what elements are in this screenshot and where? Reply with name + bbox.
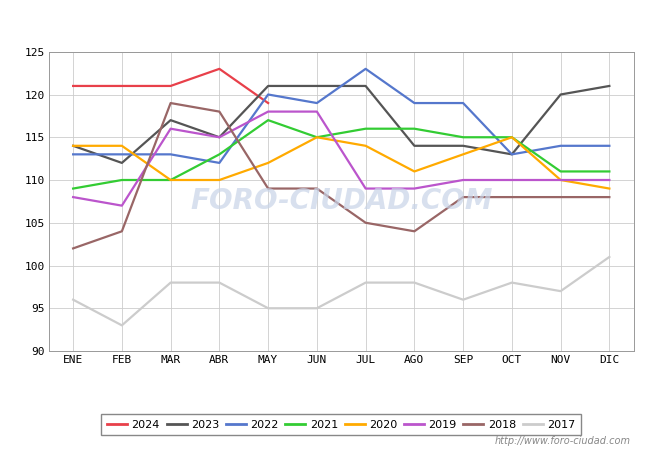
Text: http://www.foro-ciudad.com: http://www.foro-ciudad.com [495, 436, 630, 446]
Text: FORO-CIUDAD.COM: FORO-CIUDAD.COM [190, 187, 493, 216]
Legend: 2024, 2023, 2022, 2021, 2020, 2019, 2018, 2017: 2024, 2023, 2022, 2021, 2020, 2019, 2018… [101, 414, 581, 435]
Text: Afiliados en Rellinars a 31/5/2024: Afiliados en Rellinars a 31/5/2024 [155, 14, 495, 33]
